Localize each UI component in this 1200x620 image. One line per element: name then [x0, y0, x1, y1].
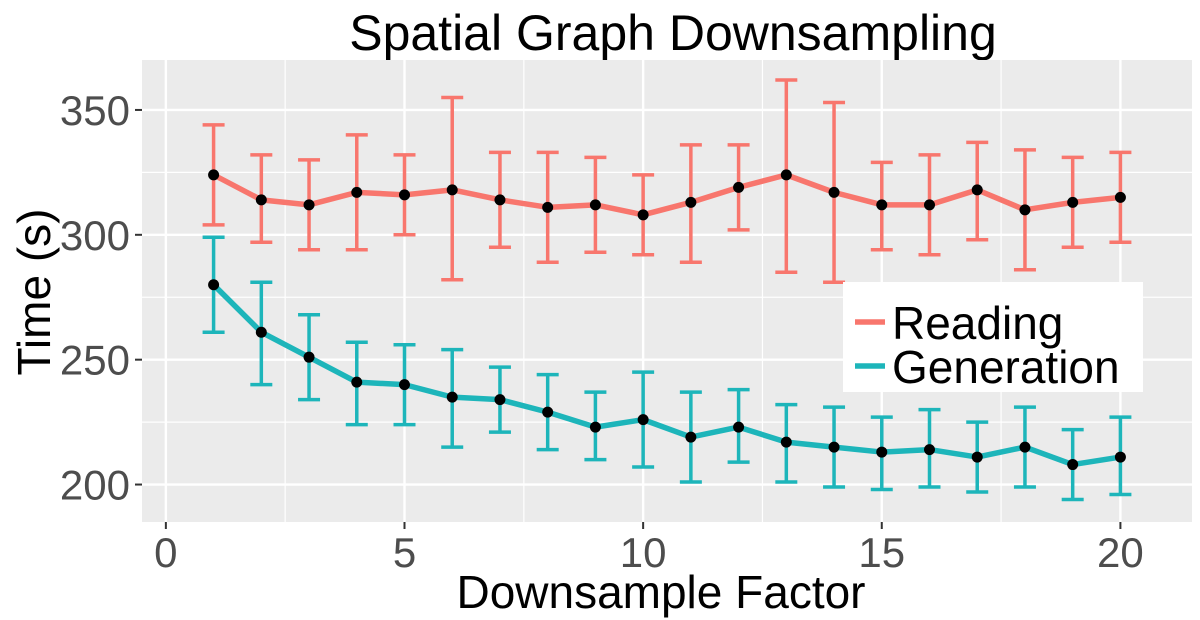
series-generation [202, 235, 1132, 502]
data-point [351, 376, 363, 388]
data-point [637, 414, 649, 426]
y-tick-label: 200 [60, 462, 130, 509]
data-point [780, 436, 792, 448]
data-point [733, 421, 745, 433]
series-layer [202, 78, 1132, 502]
data-point [208, 279, 220, 291]
data-point [876, 199, 888, 211]
data-point [924, 199, 935, 211]
series-reading [202, 78, 1132, 285]
data-point [255, 194, 267, 206]
data-point [1067, 459, 1079, 471]
data-point [828, 186, 840, 198]
chart-title: Spatial Graph Downsampling [349, 5, 997, 61]
data-point [685, 431, 697, 443]
data-point [589, 199, 601, 211]
x-tick-label: 10 [620, 529, 667, 576]
series-line [212, 172, 1121, 218]
series-line [211, 282, 1121, 468]
x-axis-title: Downsample Factor [456, 566, 865, 618]
y-tick-label: 300 [60, 212, 130, 259]
y-tick-label: 250 [60, 337, 130, 384]
y-tick-label: 350 [60, 87, 130, 134]
data-point [780, 169, 792, 181]
x-tick-label: 20 [1097, 529, 1144, 576]
data-point [876, 446, 888, 458]
data-point [542, 406, 554, 418]
legend-box [843, 282, 1143, 392]
data-point [303, 351, 315, 363]
data-point [971, 184, 983, 196]
x-tick-label: 5 [393, 529, 416, 576]
data-point [208, 169, 220, 181]
data-point [828, 441, 840, 453]
data-point [399, 189, 410, 201]
data-point [446, 184, 458, 196]
data-point [971, 451, 983, 463]
data-point [351, 186, 363, 198]
data-point [1019, 441, 1031, 453]
data-point [255, 326, 267, 338]
data-point [637, 209, 649, 221]
y-axis-title: Time (s) [8, 209, 60, 376]
data-point [733, 181, 745, 193]
x-tick-label: 15 [858, 529, 905, 576]
legend-label-reading: Reading [892, 297, 1063, 349]
x-axis: 0 5 10 15 20 [154, 522, 1144, 576]
data-point [542, 201, 554, 213]
data-point [446, 391, 458, 403]
data-point [589, 421, 601, 433]
legend-label-generation: Generation [892, 341, 1120, 393]
data-point [399, 379, 410, 391]
data-point [303, 199, 315, 211]
data-point [1019, 204, 1031, 216]
y-axis: 200 250 300 350 [60, 87, 142, 509]
data-point [1114, 191, 1126, 203]
data-point [685, 196, 697, 208]
data-point [494, 194, 506, 206]
x-tick-label: 0 [154, 529, 177, 576]
data-point [1067, 196, 1079, 208]
data-point [1114, 451, 1126, 463]
data-point [494, 394, 506, 406]
data-point [924, 444, 935, 456]
